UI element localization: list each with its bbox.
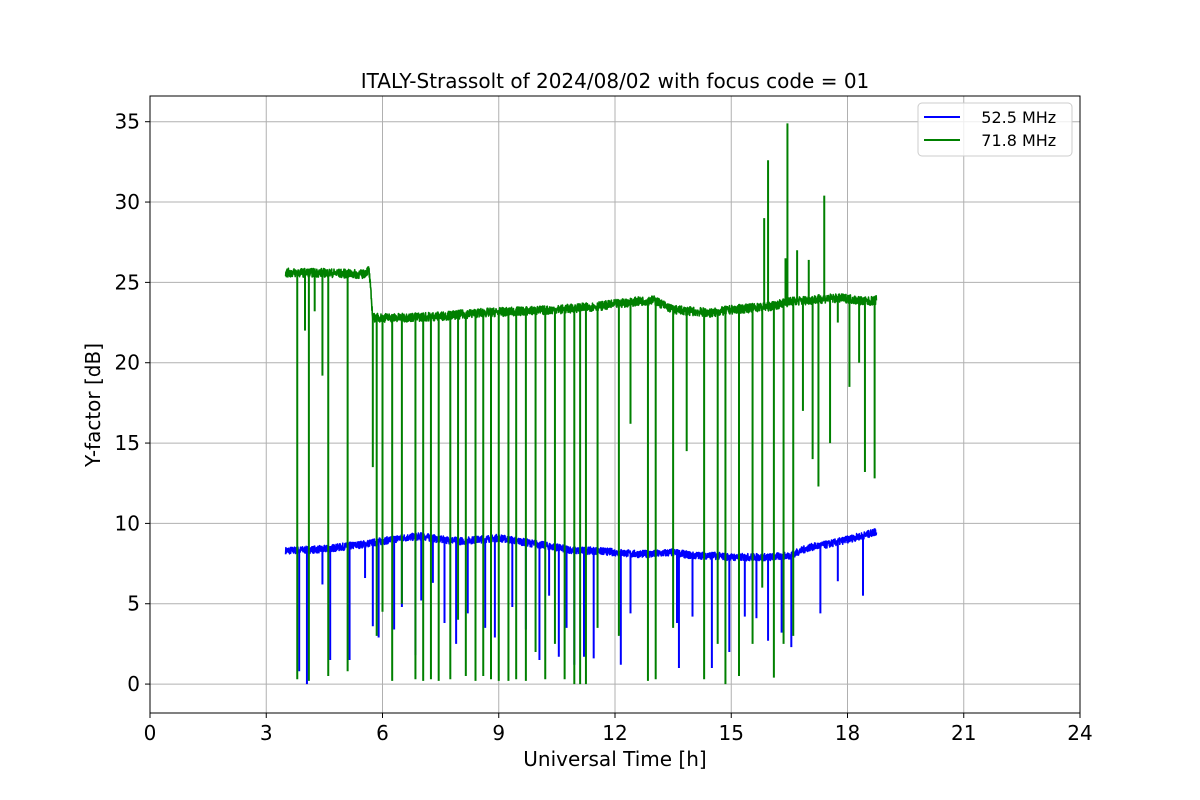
x-tick-label: 0 (144, 721, 157, 745)
y-tick-label: 10 (115, 511, 140, 535)
x-tick-label: 24 (1067, 721, 1092, 745)
ticks-layer: 0 3 6 9 12 15 18 21 24 0 5 10 15 20 25 30 35 (115, 110, 1093, 745)
x-tick-label: 15 (719, 721, 744, 745)
x-tick-label: 21 (951, 721, 976, 745)
y-tick-label: 5 (127, 592, 140, 616)
x-tick-label: 3 (260, 721, 273, 745)
y-axis-label: Y-factor [dB] (81, 343, 105, 468)
grid-layer (149, 96, 1081, 713)
y-tick-label: 20 (115, 351, 140, 375)
series-layer (284, 123, 878, 685)
y-tick-label: 30 (115, 190, 140, 214)
x-tick-label: 6 (376, 721, 389, 745)
series-excursions-1 (296, 123, 876, 685)
legend: 52.5 MHz 71.8 MHz (917, 102, 1073, 157)
legend-label-52-5: 52.5 MHz (966, 108, 1056, 127)
y-tick-label: 35 (115, 110, 140, 134)
legend-label-71-8: 71.8 MHz (966, 131, 1056, 150)
x-axis-label: Universal Time [h] (523, 747, 706, 771)
x-tick-label: 12 (602, 721, 627, 745)
chart-title: ITALY-Strassolt of 2024/08/02 with focus… (361, 69, 870, 93)
y-tick-label: 15 (115, 431, 140, 455)
x-tick-label: 9 (492, 721, 505, 745)
y-tick-label: 0 (127, 672, 140, 696)
y-tick-label: 25 (115, 270, 140, 294)
x-tick-label: 18 (835, 721, 860, 745)
